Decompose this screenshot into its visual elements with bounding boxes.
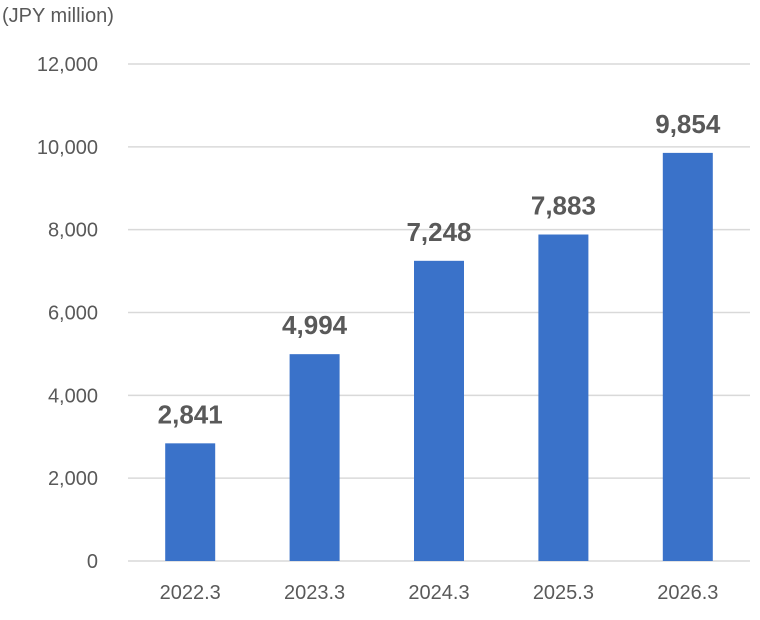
bar: [662, 152, 713, 561]
bar: [165, 443, 216, 561]
bars: [165, 152, 713, 561]
bar-value-label: 4,994: [282, 310, 348, 340]
bar-value-label: 9,854: [655, 109, 721, 139]
bar-value-label: 7,883: [531, 191, 596, 221]
y-tick-label: 0: [87, 551, 98, 573]
y-axis-ticks: 0 2,000 4,000 6,000 8,000 10,000 12,000: [37, 54, 98, 573]
x-category-label: 2022.3: [160, 582, 221, 604]
x-category-label: 2024.3: [408, 582, 469, 604]
x-category-label: 2026.3: [657, 582, 718, 604]
x-category-label: 2023.3: [284, 582, 345, 604]
y-tick-label: 8,000: [48, 220, 98, 242]
bar-value-label: 7,248: [406, 217, 471, 247]
unit-label: (JPY million): [2, 5, 114, 27]
y-tick-label: 2,000: [48, 468, 98, 490]
bar: [289, 354, 340, 561]
y-tick-label: 12,000: [37, 54, 98, 76]
x-category-label: 2025.3: [533, 582, 594, 604]
bar-value-label: 2,841: [158, 399, 223, 429]
bar: [414, 260, 464, 561]
y-tick-label: 4,000: [48, 385, 98, 407]
y-tick-label: 6,000: [48, 303, 98, 325]
x-axis-categories: 2022.3 2023.3 2024.3 2025.3 2026.3: [160, 582, 719, 604]
bar: [538, 234, 589, 561]
data-labels: 2,841 4,994 7,248 7,883 9,854: [158, 109, 721, 429]
y-tick-label: 10,000: [37, 137, 98, 159]
